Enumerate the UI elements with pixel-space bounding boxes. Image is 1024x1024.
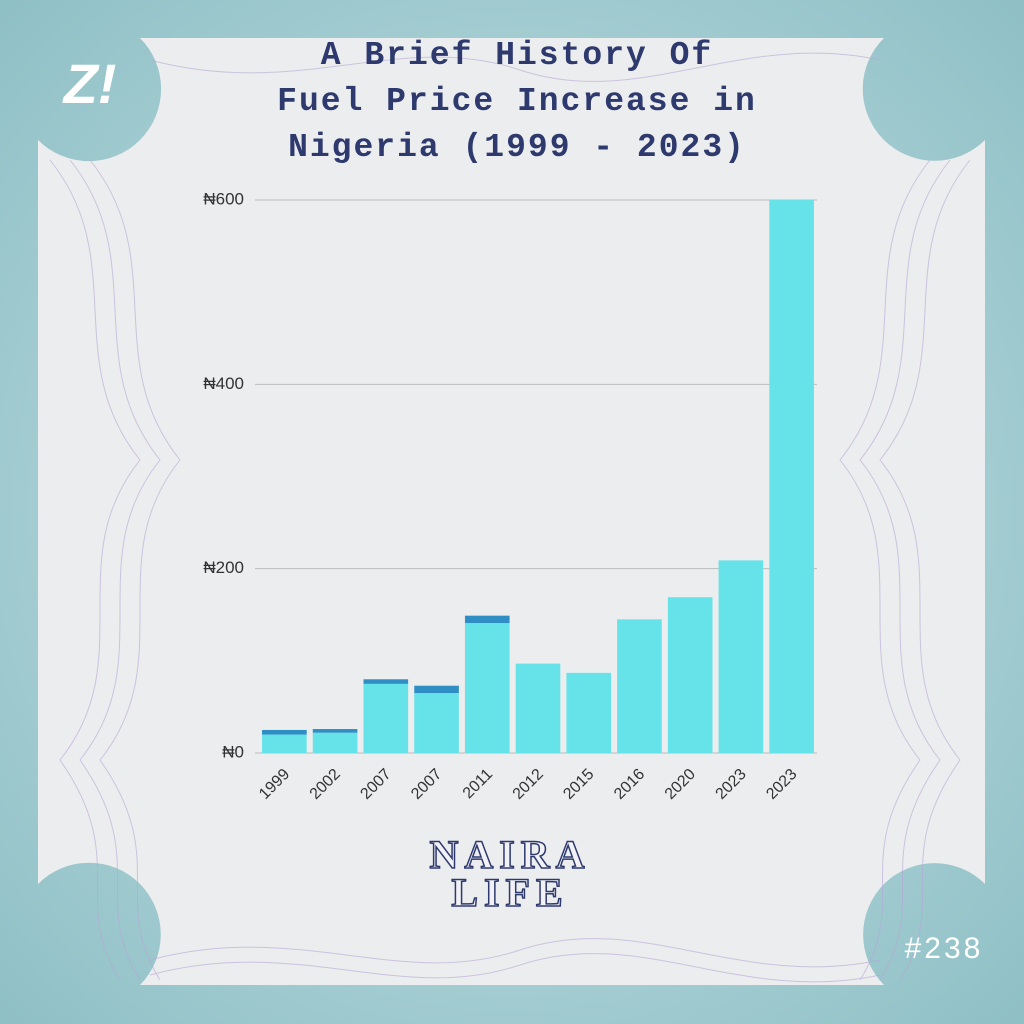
- bar-segment: [464, 615, 510, 624]
- bar-segment: [414, 685, 459, 694]
- bar-segment: [515, 663, 561, 753]
- y-tick-label: ₦200: [203, 558, 244, 577]
- bar-segment: [414, 693, 459, 753]
- bar-segment: [718, 560, 764, 753]
- bar-segment: [262, 729, 307, 735]
- issue-number: #238: [905, 932, 984, 965]
- bar-segment: [363, 683, 409, 753]
- bar-segment: [769, 200, 814, 753]
- y-tick-label: ₦600: [203, 189, 244, 208]
- bar-segment: [566, 672, 612, 753]
- bar-segment: [312, 732, 358, 753]
- guilloche: [49, 52, 971, 983]
- chart-title: Nigeria (1999 - 2023): [288, 129, 746, 166]
- y-tick-label: ₦400: [203, 374, 244, 393]
- bar-segment: [262, 734, 307, 753]
- brand: NAIRA: [429, 832, 590, 877]
- bar-segment: [617, 619, 662, 753]
- bar-segment: [312, 729, 358, 733]
- y-tick-label: ₦0: [222, 742, 244, 761]
- logo: Z!: [62, 52, 117, 115]
- chart-title: Fuel Price Increase in: [277, 83, 757, 120]
- bar-segment: [464, 623, 510, 753]
- brand: LIFE: [451, 870, 568, 915]
- bar-segment: [363, 679, 409, 684]
- chart-title: A Brief History Of: [321, 37, 713, 74]
- bar-segment: [667, 597, 713, 753]
